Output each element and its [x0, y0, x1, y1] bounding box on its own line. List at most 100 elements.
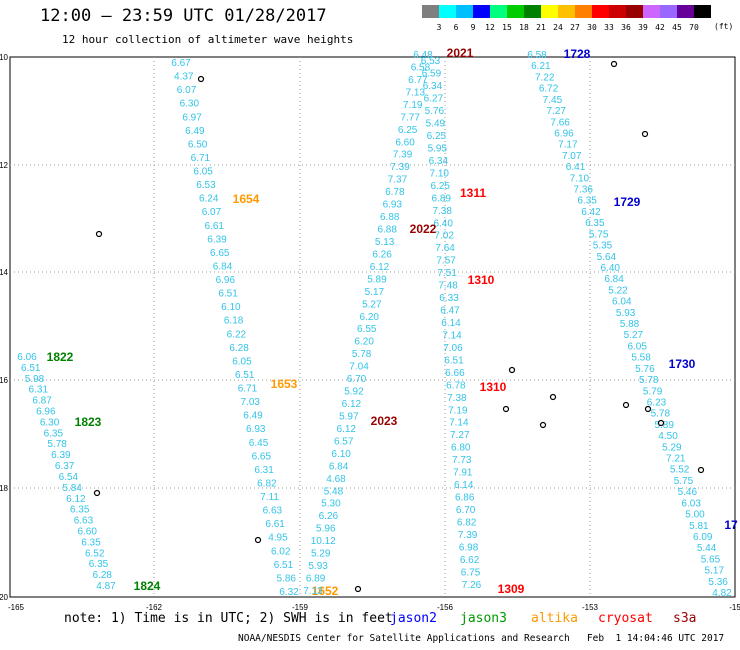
swh-value: 6.58: [527, 50, 547, 61]
swh-value: 7.73: [452, 455, 472, 466]
colorbar-unit: (ft): [714, 22, 734, 31]
track-jason3: 1823: [75, 415, 102, 429]
swh-value: 7.13: [406, 87, 426, 98]
island-outline: [539, 421, 547, 429]
swh-value: 7.26: [462, 580, 482, 591]
track-cryosat: 1309: [498, 582, 525, 596]
lon-tick-label: -159: [292, 603, 309, 612]
track-time-label: 17: [724, 518, 738, 532]
swh-value: 6.89: [431, 193, 451, 204]
swh-value: 5.52: [670, 465, 690, 476]
track-s3a: 6.486.536.586.596.776.347.136.277.195.76…: [303, 46, 481, 597]
colorbar-tick-label: 39: [638, 23, 648, 32]
swh-value: 6.80: [451, 443, 471, 454]
swh-value: 6.35: [44, 428, 64, 439]
swh-value: 6.47: [440, 306, 460, 317]
swh-value: 6.67: [171, 58, 191, 69]
swh-value: 6.07: [202, 207, 222, 218]
swh-value: 6.51: [235, 370, 255, 381]
colorbar-swatch: [575, 5, 592, 18]
swh-value: 6.57: [334, 436, 354, 447]
colorbar-swatch: [677, 5, 694, 18]
swh-value: 6.45: [249, 438, 269, 449]
swh-value: 6.63: [263, 506, 283, 517]
swh-value: 6.22: [227, 329, 247, 340]
swh-value: 6.26: [372, 249, 392, 260]
swh-value: 7.39: [393, 150, 413, 161]
swh-value: 5.89: [654, 420, 674, 431]
swh-value: 6.71: [191, 153, 211, 164]
track-time-label: 1653: [271, 377, 298, 391]
swh-value: 4.87: [96, 581, 116, 592]
colorbar-swatch: [694, 5, 711, 18]
track-s3a: 2023: [371, 414, 398, 428]
swh-value: 6.63: [74, 516, 94, 527]
page-subtitle: 12 hour collection of altimeter wave hei…: [62, 33, 354, 46]
swh-value: 6.52: [85, 548, 105, 559]
colorbar-tick-label: 12: [485, 23, 495, 32]
colorbar-swatch: [592, 5, 609, 18]
swh-value: 6.60: [77, 526, 97, 537]
legend-jason2: jason2: [390, 611, 437, 626]
swh-value: 7.03: [240, 397, 260, 408]
colorbar-tick-label: 9: [471, 23, 476, 32]
island-outline: [697, 466, 705, 474]
swh-value: 6.35: [89, 559, 109, 570]
swh-value: 5.78: [47, 439, 67, 450]
swh-value: 6.49: [185, 126, 205, 137]
swh-value: 6.51: [218, 289, 238, 300]
swh-value: 5.89: [367, 274, 387, 285]
track-time-label: 1310: [468, 273, 495, 287]
swh-value: 4.82: [712, 588, 732, 599]
colorbar-tick-label: 70: [689, 23, 699, 32]
swh-value: 5.79: [643, 386, 663, 397]
colorbar-tick-label: 6: [454, 23, 459, 32]
swh-value: 6.03: [681, 498, 701, 509]
track-time-label: 1728: [564, 47, 591, 61]
swh-value: 6.14: [441, 318, 461, 329]
island-outline: [641, 130, 649, 138]
swh-value: 5.27: [362, 299, 382, 310]
swh-value: 6.78: [385, 187, 405, 198]
lon-tick-label: -156: [437, 603, 454, 612]
swh-value: 6.30: [40, 417, 60, 428]
swh-value: 5.96: [316, 524, 336, 535]
swh-value: 6.88: [380, 212, 400, 223]
swh-value: 6.40: [433, 218, 453, 229]
swh-value: 7.64: [435, 243, 455, 254]
colorbar-tick-label: 36: [621, 23, 631, 32]
swh-value: 5.29: [662, 442, 682, 453]
track-time-label: 2022: [410, 222, 437, 236]
swh-value: 4.50: [658, 431, 678, 442]
swh-value: 6.12: [66, 494, 86, 505]
island-outline: [508, 366, 516, 374]
swh-value: 6.34: [423, 81, 443, 92]
colorbar-swatch: [541, 5, 558, 18]
swh-value: 6.86: [455, 493, 475, 504]
lon-tick-label: -165: [8, 603, 25, 612]
swh-value: 7.19: [403, 100, 423, 111]
swh-value: 5.44: [697, 543, 717, 554]
colorbar-tick-label: 21: [536, 23, 546, 32]
swh-value: 5.35: [593, 241, 613, 252]
track-jason2: 17: [724, 518, 738, 532]
swh-value: 6.84: [604, 274, 624, 285]
track-time-label: 1652: [312, 584, 339, 598]
credit-line: NOAA/NESDIS Center for Satellite Applica…: [238, 633, 725, 644]
swh-value: 5.75: [589, 229, 609, 240]
swh-value: 6.66: [445, 368, 465, 379]
island-outline: [610, 60, 618, 68]
swh-value: 6.82: [457, 517, 477, 528]
swh-value: 7.19: [448, 405, 468, 416]
swh-value: 6.37: [55, 461, 75, 472]
swh-value: 4.95: [268, 533, 288, 544]
lat-tick-label: -20: [0, 593, 9, 602]
swh-value: 6.21: [531, 61, 551, 72]
swh-value: 7.91: [453, 468, 473, 479]
colorbar-swatch: [439, 5, 456, 18]
colorbar-tick-label: 30: [587, 23, 597, 32]
colorbar-swatch: [422, 5, 439, 18]
swh-value: 5.49: [426, 119, 446, 130]
swh-value: 6.96: [554, 128, 574, 139]
swh-value: 6.61: [265, 519, 285, 530]
